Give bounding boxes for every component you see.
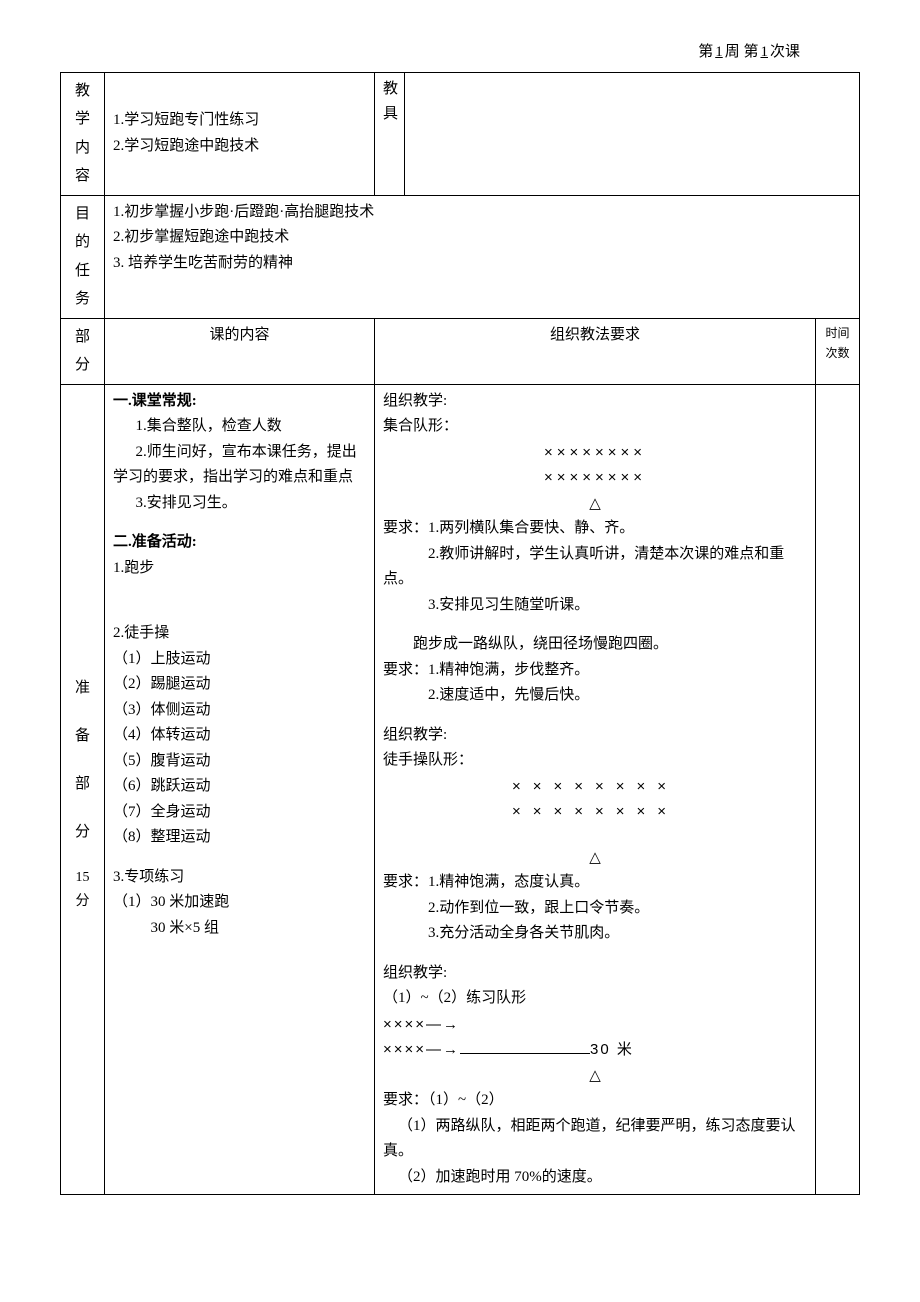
content-s2-2: 2.徒手操 (113, 621, 366, 647)
method-m4-title: 组织教学: (383, 961, 807, 987)
method-m3-title: 组织教学: (383, 723, 807, 749)
method-m3-req1: 要求：1.精神饱满，态度认真。 (383, 870, 807, 896)
method-m4-req1: （1）两路纵队，相距两个跑道，纪律要严明，练习态度要认真。 (383, 1114, 807, 1165)
header-suffix: 次课 (770, 44, 800, 60)
method-xrow-wide1: ×××××××× (383, 774, 807, 800)
method-m4-req2: （2）加速跑时用 70%的速度。 (383, 1165, 807, 1191)
header-part: 部分 (61, 318, 105, 384)
content-s2-2-2: （2）踢腿运动 (113, 672, 366, 698)
content-s2-3-1: （1）30 米加速跑 (113, 890, 366, 916)
row-teaching-content: 教学内容 1.学习短跑专门性练习 2.学习短跑途中跑技术 教具 (61, 72, 860, 195)
content-s2-2-3: （3）体侧运动 (113, 698, 366, 724)
label-teaching-content: 教学内容 (61, 72, 105, 195)
method-m4-1: （1）~（2）练习队形 (383, 986, 807, 1012)
row-prep: 准 备 部 分 15 分 一.课堂常规: 1.集合整队，检查人数 2.师生问好，… (61, 384, 860, 1195)
teaching-content-line2: 2.学习短跑途中跑技术 (113, 134, 366, 160)
method-m3-1: 徒手操队形： (383, 748, 807, 774)
method-m4-req-lead: 要求：（1）~（2） (383, 1088, 807, 1114)
cell-prep-content: 一.课堂常规: 1.集合整队，检查人数 2.师生问好，宣布本课任务，提出学习的要… (105, 384, 375, 1195)
objective-line3: 3. 培养学生吃苦耐劳的精神 (113, 251, 851, 277)
content-s1-2: 2.师生问好，宣布本课任务，提出学习的要求，指出学习的难点和重点 (113, 440, 366, 491)
method-triangle2: △ (383, 845, 807, 871)
header-content: 课的内容 (105, 318, 375, 384)
row-objective: 目的任务 1.初步掌握小步跑·后蹬跑·高抬腿跑技术 2.初步掌握短跑途中跑技术 … (61, 195, 860, 318)
header-week-label: 周 第 (725, 44, 759, 60)
teaching-content-line1: 1.学习短跑专门性练习 (113, 108, 366, 134)
cell-teaching-content: 1.学习短跑专门性练习 2.学习短跑途中跑技术 (105, 72, 375, 195)
header-prefix: 第 (698, 44, 713, 60)
week-number: 1 (713, 44, 725, 60)
lesson-plan-table: 教学内容 1.学习短跑专门性练习 2.学习短跑途中跑技术 教具 目的任务 1.初… (60, 72, 860, 1196)
content-s2-2-7: （7）全身运动 (113, 800, 366, 826)
method-m1-title: 组织教学: (383, 389, 807, 415)
prep-time-note: 15 分 (69, 866, 96, 914)
method-triangle1: △ (383, 491, 807, 517)
method-triangle3: △ (383, 1063, 807, 1089)
method-m1-req3: 3.安排见习生随堂听课。 (383, 593, 807, 619)
method-xrow1: ×××××××× (383, 440, 807, 466)
content-s2-2-5: （5）腹背运动 (113, 749, 366, 775)
row-columns-header: 部分 课的内容 组织教法要求 时间次数 (61, 318, 860, 384)
cell-objective: 1.初步掌握小步跑·后蹬跑·高抬腿跑技术 2.初步掌握短跑途中跑技术 3. 培养… (105, 195, 860, 318)
method-m3-req2: 2.动作到位一致，跟上口令节奏。 (383, 896, 807, 922)
method-m1-req2: 2.教师讲解时，学生认真听讲，清楚本次课的难点和重点。 (383, 542, 807, 593)
cell-prep-method: 组织教学: 集合队形： ×××××××× ×××××××× △ 要求：1.两列横… (375, 384, 816, 1195)
method-m2-req1: 要求：1.精神饱满，步伐整齐。 (383, 658, 807, 684)
content-s2-3: 3.专项练习 (113, 865, 366, 891)
content-s2-2-8: （8）整理运动 (113, 825, 366, 851)
content-s2-3-2: 30 米×5 组 (113, 916, 366, 942)
content-s2-1: 1.跑步 (113, 556, 366, 582)
method-arrow2: ××××―→30 米 (383, 1037, 807, 1063)
content-s2-title: 二.准备活动: (113, 530, 366, 556)
label-prep: 准 备 部 分 15 分 (61, 384, 105, 1195)
objective-line2: 2.初步掌握短跑途中跑技术 (113, 225, 851, 251)
content-s2-2-6: （6）跳跃运动 (113, 774, 366, 800)
header-time: 时间次数 (816, 318, 860, 384)
header-method: 组织教法要求 (375, 318, 816, 384)
content-s1-title: 一.课堂常规: (113, 389, 366, 415)
method-m2-1: 跑步成一路纵队，绕田径场慢跑四圈。 (383, 632, 807, 658)
content-s1-3: 3.安排见习生。 (113, 491, 366, 517)
label-objective: 目的任务 (61, 195, 105, 318)
content-s2-2-4: （4）体转运动 (113, 723, 366, 749)
method-m1-req1: 要求：1.两列横队集合要快、静、齐。 (383, 516, 807, 542)
method-arrow1: ××××―→ (383, 1012, 807, 1038)
class-number: 1 (758, 44, 770, 60)
content-s1-1: 1.集合整队，检查人数 (113, 414, 366, 440)
method-m2-req2: 2.速度适中，先慢后快。 (383, 683, 807, 709)
label-tool: 教具 (375, 72, 405, 195)
method-xrow-wide2: ×××××××× (383, 799, 807, 825)
method-xrow2: ×××××××× (383, 465, 807, 491)
objective-line1: 1.初步掌握小步跑·后蹬跑·高抬腿跑技术 (113, 200, 851, 226)
method-m3-req3: 3.充分活动全身各关节肌肉。 (383, 921, 807, 947)
cell-prep-time (816, 384, 860, 1195)
page-header: 第1周 第1次课 (60, 40, 860, 66)
method-m1-1: 集合队形： (383, 414, 807, 440)
content-s2-2-1: （1）上肢运动 (113, 647, 366, 673)
cell-tool (405, 72, 860, 195)
